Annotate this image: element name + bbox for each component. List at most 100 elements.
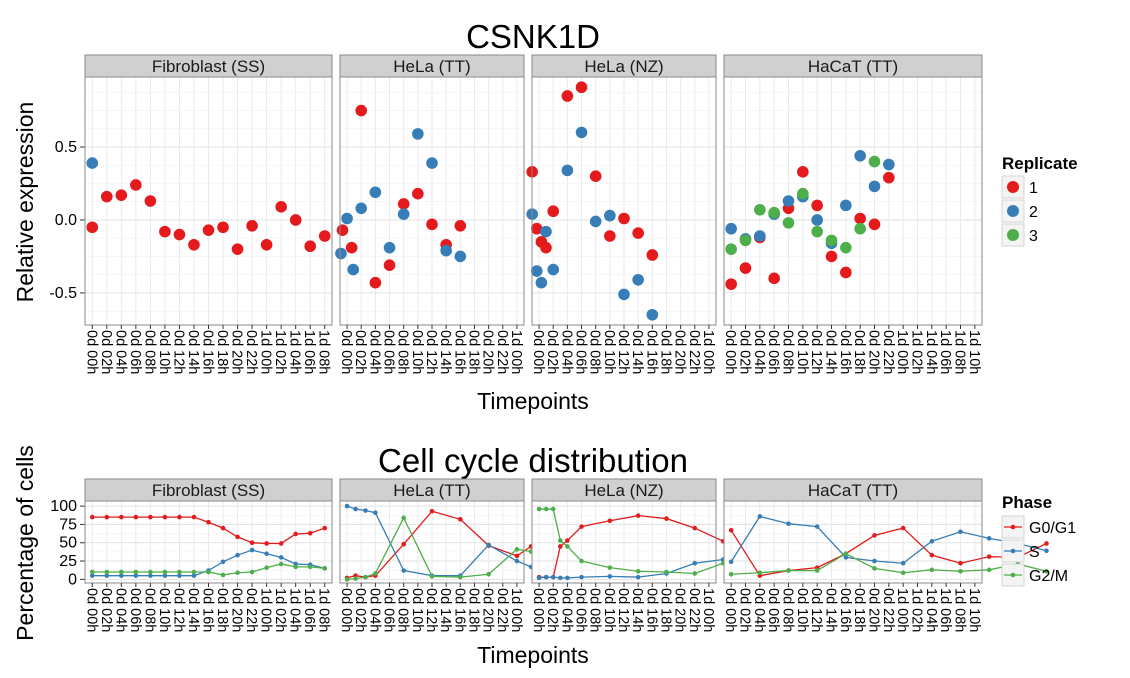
expr-x-tick-label: 0d 02h	[352, 330, 368, 374]
cc-marker-S	[344, 503, 350, 509]
expr-x-tick-label: 0d 22h	[243, 330, 259, 374]
expr-point-rep3	[754, 203, 766, 216]
cc-x-tick-label: 0d 08h	[587, 588, 603, 632]
cc-marker-S	[486, 542, 491, 548]
cc-marker-G2M	[565, 544, 570, 549]
cc-x-tick-label: 0d 08h	[141, 588, 157, 632]
cc-x-tick-label: 0d 20h	[229, 588, 245, 632]
cc-legend-key-marker-G2M	[1010, 572, 1016, 578]
cc-marker-G0G1	[429, 508, 435, 514]
cc-marker-G0G1	[191, 514, 197, 520]
cc-marker-S	[249, 547, 255, 553]
expr-point-rep2	[604, 209, 616, 222]
cc-marker-S	[543, 574, 549, 580]
expr-x-tick-label: 0d 06h	[127, 330, 143, 374]
expr-x-tick-label: 1d 00h	[894, 330, 910, 374]
cc-line-S	[346, 505, 532, 577]
cc-marker-G2M	[958, 568, 963, 574]
expr-facet-label: HaCaT (TT)	[808, 57, 898, 76]
cc-marker-S	[843, 555, 849, 560]
cc-marker-G2M	[104, 569, 110, 575]
cc-marker-S	[814, 524, 820, 529]
expr-point-rep1	[336, 224, 349, 236]
cc-marker-G2M	[536, 506, 542, 512]
expr-point-rep2	[440, 244, 452, 257]
cc-marker-S	[872, 558, 877, 564]
cc-marker-G0G1	[900, 525, 906, 531]
cc-marker-G2M	[162, 569, 168, 575]
expr-x-tick-label: 1d 08h	[316, 330, 332, 374]
cc-marker-G0G1	[692, 525, 698, 531]
expr-x-tick-label: 1d 08h	[952, 330, 968, 374]
expr-x-tick-label: 0d 04h	[751, 330, 767, 374]
expr-point-rep1	[618, 212, 630, 225]
cc-marker-S	[363, 508, 368, 513]
expr-panel-bg	[724, 77, 982, 325]
cc-marker-S	[104, 573, 110, 578]
cc-marker-S	[558, 575, 563, 581]
cc-marker-G0G1	[89, 514, 95, 520]
expr-x-tick-label: 1d 06h	[937, 330, 953, 374]
expr-point-rep1	[188, 238, 200, 251]
cc-legend-label: G0/G1	[1029, 520, 1076, 537]
expr-x-tick-label: 1d 04h	[287, 330, 303, 374]
cc-marker-G0G1	[293, 531, 298, 537]
cc-x-tick-label: 0d 02h	[737, 588, 753, 632]
expr-point-rep1	[646, 249, 659, 261]
expr-x-tick-label: 0d 04h	[112, 330, 128, 374]
expr-x-tick-label: 0d 12h	[423, 330, 439, 374]
cc-x-tick-label: 1d 04h	[923, 588, 939, 632]
cc-x-tick-label: 1d 00h	[258, 588, 274, 632]
expr-x-tick-label: 0d 06h	[765, 330, 781, 374]
cc-marker-G2M	[264, 565, 269, 570]
cc-x-tick-label: 1d 06h	[301, 588, 317, 632]
expr-point-rep1	[345, 241, 358, 254]
cc-marker-G2M	[929, 567, 935, 573]
cc-marker-G0G1	[458, 517, 463, 522]
cc-marker-S	[565, 575, 570, 581]
expr-x-tick-label: 1d 00h	[508, 330, 524, 374]
cc-x-tick-label: 0d 04h	[558, 588, 574, 632]
cc-marker-G2M	[249, 569, 255, 575]
expr-point-rep2	[868, 180, 881, 193]
expr-x-tick-label: 0d 16h	[200, 330, 216, 374]
cc-legend-label: G2/M	[1029, 568, 1068, 585]
cc-marker-G0G1	[104, 514, 110, 520]
cc-y-tick-label: 75	[59, 516, 77, 533]
expr-facet-label: HeLa (NZ)	[584, 57, 663, 76]
cc-facet-label: HeLa (TT)	[393, 481, 470, 500]
expr-x-tick-label: 1d 10h	[966, 330, 982, 374]
cc-marker-G2M	[148, 569, 153, 575]
cc-panel-bg	[724, 501, 982, 583]
cc-legend-key-marker-G0G1	[1010, 524, 1016, 530]
expr-point-rep2	[646, 308, 659, 321]
cc-marker-G2M	[664, 569, 669, 575]
expr-point-rep3	[725, 243, 737, 255]
cc-x-tick-label: 1d 02h	[909, 588, 925, 632]
expr-x-tick-label: 0d 06h	[573, 330, 589, 374]
cc-marker-S	[929, 538, 935, 544]
expr-x-tick-label: 0d 12h	[615, 330, 631, 374]
expr-point-rep1	[868, 218, 881, 231]
expr-point-rep1	[854, 212, 866, 225]
cc-x-tick-label: 0d 08h	[780, 588, 796, 632]
expr-legend-key-rep1	[1007, 181, 1019, 193]
cc-x-tick-label: 0d 20h	[866, 588, 882, 632]
expr-point-rep1	[547, 205, 560, 218]
expr-x-tick-label: 0d 08h	[395, 330, 411, 374]
cc-marker-G0G1	[220, 525, 226, 531]
expr-point-rep2	[341, 212, 353, 225]
expr-point-rep1	[130, 179, 142, 191]
expr-x-tick-label: 0d 00h	[530, 330, 546, 374]
cc-x-tick-label: 0d 06h	[127, 588, 143, 632]
expr-y-tick-label: -0.5	[49, 285, 77, 302]
cc-marker-G2M	[692, 571, 698, 576]
expr-point-rep1	[260, 238, 273, 251]
cc-marker-G2M	[728, 571, 734, 577]
cc-marker-S	[373, 510, 378, 516]
expr-x-tick-label: 0d 02h	[98, 330, 114, 374]
expr-point-rep1	[454, 220, 467, 232]
cc-marker-G0G1	[307, 530, 313, 536]
expr-x-tick-label: 0d 18h	[465, 330, 481, 374]
